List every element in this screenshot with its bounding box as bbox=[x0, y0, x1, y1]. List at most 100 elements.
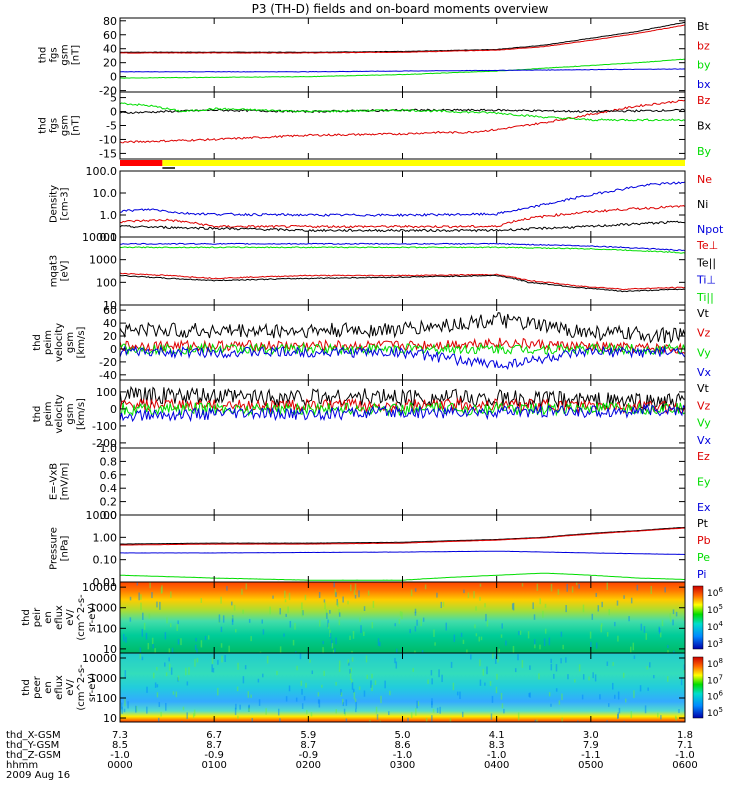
heatmap-streak bbox=[151, 592, 153, 599]
y-tick-label: 0.1 bbox=[100, 231, 118, 244]
heatmap-streak bbox=[123, 708, 126, 713]
heatmap-streak bbox=[589, 631, 592, 639]
heatmap-streak bbox=[347, 600, 349, 605]
heatmap-streak bbox=[341, 698, 344, 705]
heatmap-streak bbox=[374, 680, 377, 685]
heatmap-streak bbox=[667, 650, 669, 653]
heatmap-streak bbox=[151, 637, 154, 645]
heatmap-streak bbox=[496, 673, 498, 680]
x-axis-value: 8.7 bbox=[300, 740, 316, 751]
heatmap-streak bbox=[683, 616, 685, 621]
heatmap-streak bbox=[156, 684, 159, 688]
heatmap-streak bbox=[534, 719, 537, 722]
heatmap-streak bbox=[294, 623, 296, 630]
series-lines bbox=[120, 242, 685, 293]
heatmap-streak bbox=[242, 676, 245, 684]
heatmap-streak bbox=[550, 658, 552, 663]
heatmap-streak bbox=[338, 612, 341, 617]
heatmap-streak bbox=[401, 611, 403, 620]
heatmap-streak bbox=[140, 594, 142, 600]
heatmap-streak bbox=[442, 601, 445, 607]
y-axis-label-line: Density bbox=[49, 185, 60, 223]
heatmap-streak bbox=[195, 637, 197, 642]
y-tick-label: 1.00 bbox=[93, 531, 118, 544]
heatmap-streak bbox=[168, 657, 170, 662]
y-axis-label: thdfgsgsm[nT] bbox=[38, 44, 82, 65]
heatmap-streak bbox=[141, 628, 144, 637]
heatmap-streak bbox=[322, 640, 324, 645]
heatmap-streak bbox=[377, 638, 380, 646]
heatmap-streak bbox=[425, 717, 428, 722]
x-axis-value: -0.9 bbox=[204, 750, 224, 761]
heatmap-streak bbox=[146, 706, 148, 714]
heatmap-streak bbox=[612, 662, 614, 666]
heatmap-streak bbox=[200, 598, 203, 603]
heatmap-streak bbox=[479, 659, 481, 667]
heatmap-streak bbox=[575, 582, 578, 586]
heatmap-streak bbox=[632, 642, 635, 651]
heatmap-streak bbox=[533, 639, 536, 646]
strip-good bbox=[162, 160, 685, 166]
heatmap-streak bbox=[279, 646, 282, 653]
heatmap-streak bbox=[287, 606, 289, 614]
heatmap-streak bbox=[324, 602, 326, 610]
x-axis-value: 0400 bbox=[484, 760, 509, 771]
y-axis-label-line: en bbox=[43, 611, 54, 624]
heatmap-streak bbox=[355, 708, 357, 713]
x-axis-value: 0600 bbox=[672, 760, 697, 771]
y-tick-label: 10.0 bbox=[93, 187, 118, 200]
heatmap-streak bbox=[332, 649, 335, 653]
heatmap-streak bbox=[636, 584, 639, 591]
heatmap-streak bbox=[601, 601, 603, 608]
heatmap-streak bbox=[529, 665, 531, 670]
heatmap-streak bbox=[434, 642, 436, 646]
legend-entry: Pt bbox=[697, 517, 709, 530]
heatmap-streak bbox=[338, 666, 341, 672]
heatmap-streak bbox=[431, 678, 433, 685]
y-tick-label: -20 bbox=[99, 356, 117, 369]
y-axis-label: thdpeirenefluxeV/(cm^2-s-sr-eV) bbox=[21, 594, 98, 641]
y-tick-label: 20 bbox=[103, 330, 117, 343]
heatmap-streak bbox=[450, 661, 453, 668]
heatmap-streak bbox=[565, 605, 567, 613]
y-tick-label: -10 bbox=[99, 133, 117, 146]
y-tick-label: 0 bbox=[110, 71, 117, 84]
y-axis-label: thdpeimvelocitygsm[km/s] bbox=[32, 323, 87, 362]
heatmap-streak bbox=[352, 688, 355, 693]
heatmap-streak bbox=[124, 698, 126, 707]
y-tick-label: 100 bbox=[96, 276, 117, 289]
series-line-Ti|| bbox=[120, 246, 685, 254]
heatmap-streak bbox=[456, 691, 459, 696]
heatmap-streak bbox=[358, 686, 361, 691]
heatmap-streak bbox=[518, 630, 520, 636]
heatmap-streak bbox=[235, 703, 237, 710]
heatmap-streak bbox=[553, 673, 555, 679]
x-axis-value: 1.8 bbox=[677, 730, 693, 741]
heatmap-streak bbox=[146, 686, 148, 693]
x-axis-value: 7.1 bbox=[677, 740, 693, 751]
heatmap-streak bbox=[441, 674, 443, 683]
heatmap-streak bbox=[317, 692, 320, 697]
heatmap-streak bbox=[430, 669, 433, 676]
heatmap-streak bbox=[326, 612, 328, 619]
heatmap-streak bbox=[220, 626, 223, 633]
heatmap-streak bbox=[501, 703, 504, 709]
y-axis-label-line: peir bbox=[32, 607, 43, 627]
heatmap-streak bbox=[135, 705, 137, 713]
heatmap-streak bbox=[424, 584, 427, 590]
series-line-bz bbox=[120, 24, 685, 54]
y-tick-label: 100.0 bbox=[86, 165, 118, 178]
colorbar-exponent: 6 bbox=[718, 586, 723, 594]
heatmap-streak bbox=[349, 672, 352, 681]
x-axis-value: 0300 bbox=[390, 760, 415, 771]
heatmap-streak bbox=[548, 637, 551, 646]
heatmap-streak bbox=[168, 663, 171, 671]
heatmap-streak bbox=[384, 680, 386, 689]
heatmap-streak bbox=[301, 688, 303, 695]
colorbar-exponent: 5 bbox=[718, 706, 722, 714]
panel-peir_spec: 10310410510610100100010000thdpeireneflux… bbox=[21, 581, 723, 656]
heatmap-streak bbox=[521, 583, 524, 587]
y-tick-label: 0.10 bbox=[93, 554, 118, 567]
y-tick-label: 0.2 bbox=[100, 496, 118, 509]
